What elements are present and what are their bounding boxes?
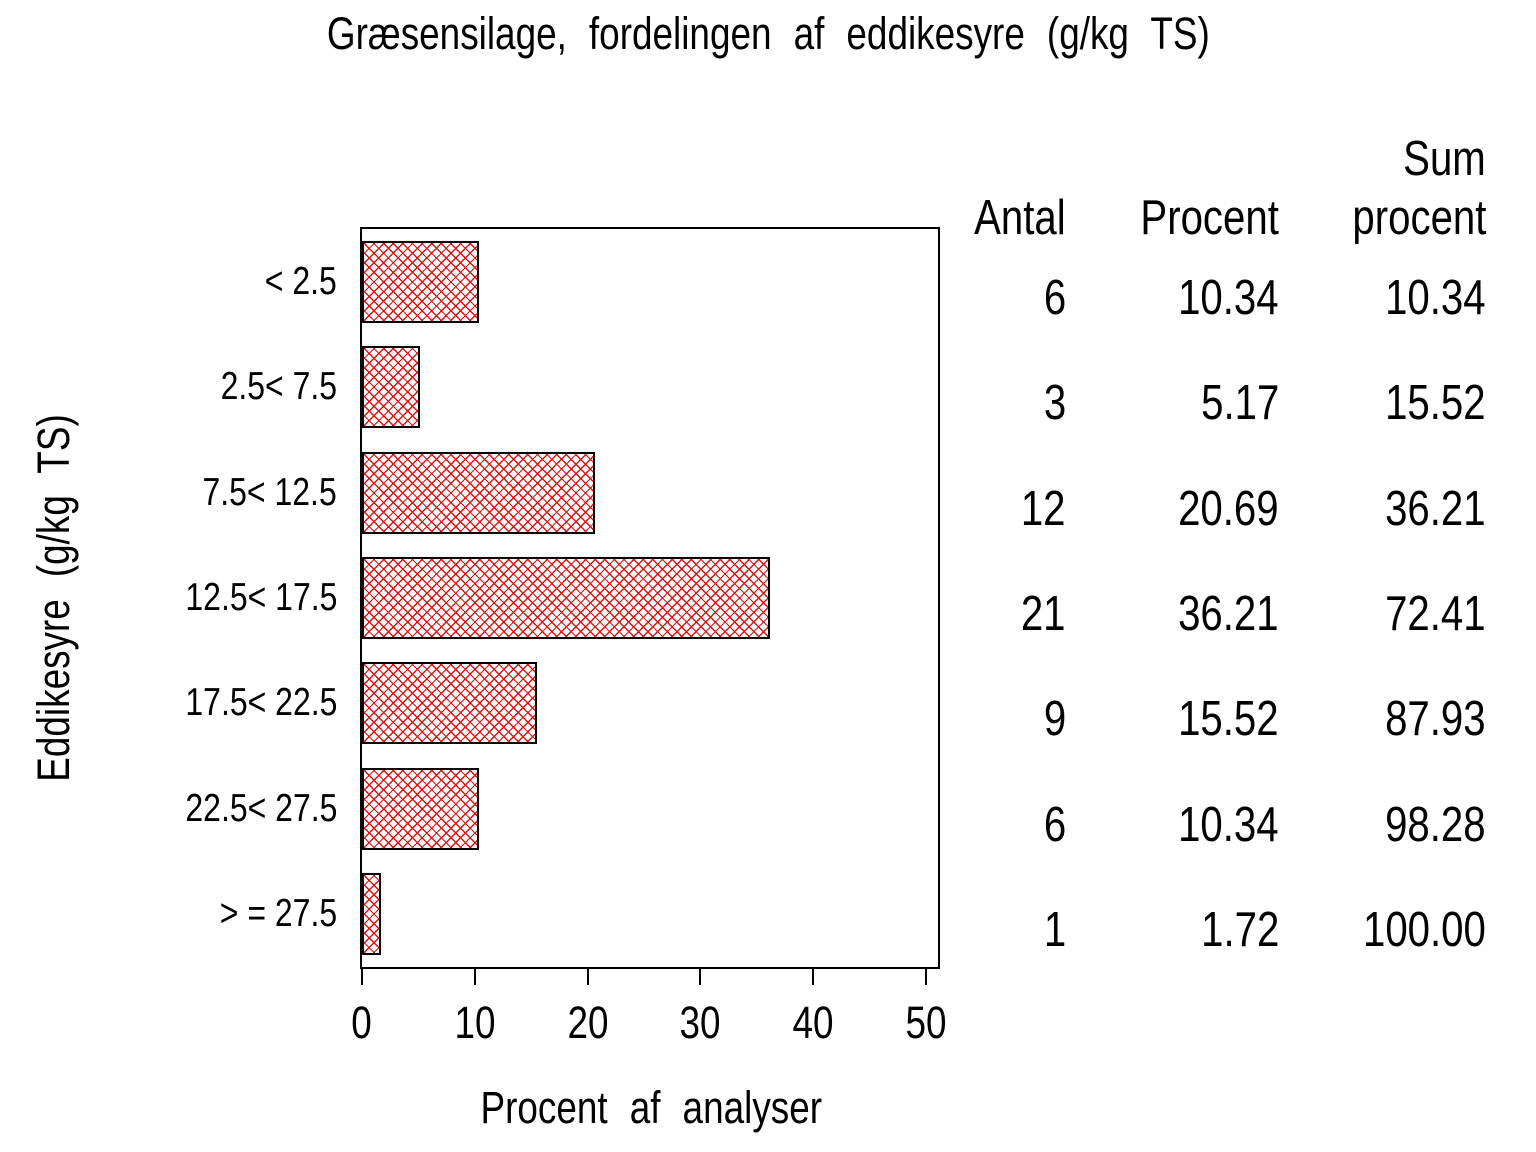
- x-tick-label-0: 0: [351, 997, 373, 1048]
- table-cell-antal-row1: 3: [1043, 376, 1066, 430]
- y-axis-title-text: Eddikesyre (g/kg TS): [28, 414, 80, 782]
- table-header-sum-line2: procent: [1351, 191, 1486, 245]
- y-label-0: < 2.5: [264, 260, 337, 303]
- table-cell-procent-row4: 15.52: [1178, 692, 1279, 746]
- y-label-5: 22.5< 27.5: [184, 787, 337, 830]
- y-label-1: 2.5< 7.5: [220, 365, 337, 408]
- table-cell-sum-procent-row5: 98.28: [1385, 798, 1486, 852]
- chart-title-text: Græsensilage, fordelingen af eddikesyre …: [326, 8, 1210, 59]
- x-tick-label-20: 20: [567, 997, 609, 1048]
- table-cell-sum-procent-row1: 15.52: [1385, 376, 1486, 430]
- y-label-6: > = 27.5: [219, 892, 337, 935]
- x-tick-mark-40: [812, 969, 814, 985]
- y-axis-title: Eddikesyre (g/kg TS): [28, 227, 80, 969]
- chart-title: Græsensilage, fordelingen af eddikesyre …: [0, 10, 1536, 58]
- x-tick-mark-30: [699, 969, 701, 985]
- table-cell-sum-procent-row0: 10.34: [1385, 271, 1486, 325]
- bar-5: [362, 767, 479, 850]
- table-cell-procent-row0: 10.34: [1178, 271, 1279, 325]
- x-tick-mark-50: [925, 969, 927, 985]
- table-cell-sum-procent-row3: 72.41: [1385, 587, 1486, 641]
- table-cell-procent-row2: 20.69: [1178, 482, 1279, 536]
- x-axis-title: Procent af analyser: [351, 1085, 951, 1131]
- x-tick-mark-20: [587, 969, 589, 985]
- y-label-3: 12.5< 17.5: [184, 576, 337, 619]
- bar-0: [362, 240, 479, 323]
- x-tick-label-30: 30: [679, 997, 721, 1048]
- plot-frame: [360, 227, 940, 969]
- x-tick-label-50: 50: [905, 997, 947, 1048]
- y-label-2: 7.5< 12.5: [202, 471, 337, 514]
- x-tick-mark-0: [361, 969, 363, 985]
- bar-3: [362, 557, 771, 639]
- x-tick-label-10: 10: [454, 997, 496, 1048]
- bar-6: [362, 873, 382, 956]
- table-header-antal: Antal: [974, 191, 1066, 245]
- table-cell-antal-row6: 1: [1043, 903, 1066, 957]
- table-cell-antal-row5: 6: [1043, 798, 1066, 852]
- table-cell-sum-procent-row4: 87.93: [1385, 692, 1486, 746]
- table-cell-antal-row3: 21: [1021, 587, 1066, 641]
- table-cell-procent-row6: 1.72: [1200, 903, 1279, 957]
- x-tick-mark-10: [474, 969, 476, 985]
- bar-4: [362, 662, 538, 745]
- table-cell-antal-row0: 6: [1043, 271, 1066, 325]
- table-header-sum-line1: Sum: [1403, 132, 1486, 186]
- bar-1: [362, 346, 421, 429]
- table-cell-antal-row2: 12: [1021, 482, 1066, 536]
- table-cell-antal-row4: 9: [1043, 692, 1066, 746]
- table-cell-sum-procent-row2: 36.21: [1385, 482, 1486, 536]
- table-cell-procent-row3: 36.21: [1178, 587, 1279, 641]
- table-cell-sum-procent-row6: 100.00: [1363, 903, 1486, 957]
- table-header-procent: Procent: [1140, 191, 1279, 245]
- x-tick-label-40: 40: [792, 997, 834, 1048]
- x-axis-title-text: Procent af analyser: [480, 1082, 822, 1133]
- table-cell-procent-row5: 10.34: [1178, 798, 1279, 852]
- table-cell-procent-row1: 5.17: [1200, 376, 1279, 430]
- bar-2: [362, 451, 596, 534]
- y-label-4: 17.5< 22.5: [184, 681, 337, 724]
